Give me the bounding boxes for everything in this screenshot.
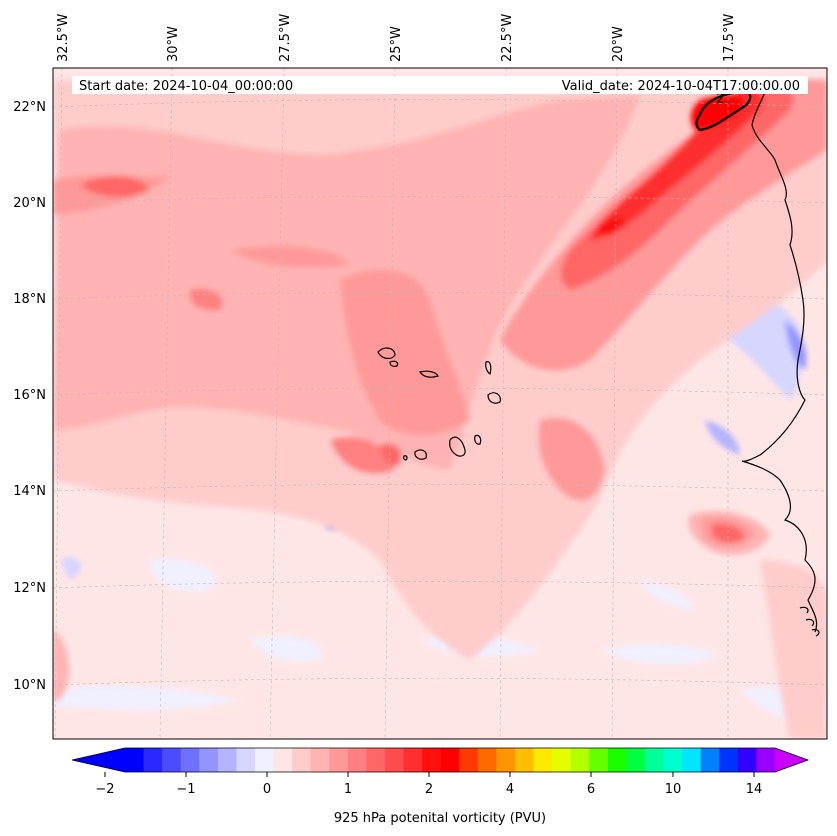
lat-label: 14°N bbox=[13, 484, 46, 499]
island-sal bbox=[485, 361, 492, 375]
colorbar-tick-label: −1 bbox=[176, 782, 195, 797]
colorbar-segment bbox=[663, 748, 683, 772]
colorbar-segment bbox=[199, 748, 219, 772]
lat-label: 10°N bbox=[13, 678, 46, 693]
island-sao-nicolau bbox=[419, 370, 439, 378]
graticule bbox=[53, 68, 827, 739]
colorbar-segment bbox=[329, 748, 349, 772]
island-boa-vista bbox=[487, 392, 501, 404]
colorbar-tick-label: 1 bbox=[344, 782, 352, 797]
colorbar-segment bbox=[552, 748, 572, 772]
colorbar-tick-label: 10 bbox=[665, 782, 682, 797]
colorbar-segment bbox=[310, 748, 330, 772]
colorbar-segment bbox=[180, 748, 200, 772]
colorbar-segment bbox=[347, 748, 368, 772]
colorbar-segment bbox=[477, 748, 498, 772]
colorbar-segment bbox=[255, 748, 275, 772]
lat-label: 16°N bbox=[13, 388, 46, 403]
colorbar-segment bbox=[422, 748, 442, 772]
colorbar-extend-low bbox=[72, 748, 125, 772]
island-sao-vicente bbox=[389, 360, 399, 367]
colorbar-segment bbox=[292, 748, 312, 772]
lat-label: 20°N bbox=[13, 196, 46, 211]
colorbar-segment bbox=[459, 748, 479, 772]
island-brava bbox=[403, 455, 408, 461]
colorbar-segment bbox=[440, 748, 460, 772]
lon-label: 20°W bbox=[611, 26, 626, 62]
colorbar-segment bbox=[589, 748, 609, 772]
colorbar-segment bbox=[143, 748, 163, 772]
colorbar-segment bbox=[236, 748, 256, 772]
lat-label: 18°N bbox=[13, 292, 46, 307]
map-panel: 2 Start date: 2024-10-04_00:00:00 Valid_… bbox=[53, 68, 827, 739]
island-fogo bbox=[414, 449, 427, 460]
colorbar-segment bbox=[719, 748, 739, 772]
vorticity-jet-band bbox=[500, 80, 827, 371]
colorbar-segment bbox=[700, 748, 720, 772]
valid-date-label: Valid_date: 2024-10-04T17:00:00.00 bbox=[562, 79, 800, 94]
colorbar-tick-label: 14 bbox=[746, 782, 763, 797]
colorbar-ticks: −2 −1 0 1 2 4 6 10 14 bbox=[95, 772, 762, 797]
colorbar-segment bbox=[756, 748, 776, 772]
colorbar-segment bbox=[645, 748, 665, 772]
africa-coastline bbox=[741, 79, 818, 633]
map-frame bbox=[52, 67, 828, 740]
colorbar-segment bbox=[533, 748, 553, 772]
colorbar-segment bbox=[626, 748, 646, 772]
colorbar-segment bbox=[385, 748, 405, 772]
colorbar-title: 925 hPa potenital vorticity (PVU) bbox=[334, 811, 546, 826]
lon-label: 30°W bbox=[166, 26, 181, 62]
colorbar-segment bbox=[366, 748, 386, 772]
colorbar-tick-label: 0 bbox=[263, 782, 271, 797]
colorbar-tick-label: 6 bbox=[587, 782, 595, 797]
colorbar-segment bbox=[162, 748, 182, 772]
date-info-bar bbox=[72, 76, 808, 94]
lat-label: 22°N bbox=[13, 100, 46, 115]
lon-label: 25°W bbox=[389, 26, 404, 62]
lon-label: 32.5°W bbox=[56, 14, 71, 62]
colorbar bbox=[71, 747, 810, 773]
longitude-labels: 32.5°W 30°W 27.5°W 25°W 22.5°W 20°W 17.5… bbox=[56, 14, 737, 62]
colorbar-segment bbox=[607, 748, 628, 772]
colorbar-segment bbox=[273, 748, 293, 772]
colorbar-extend-high bbox=[775, 748, 808, 772]
pv-contour-2: 2 bbox=[695, 90, 752, 132]
colorbar-segment bbox=[496, 748, 516, 772]
lon-label: 27.5°W bbox=[278, 14, 293, 62]
latitude-labels: 22°N 20°N 18°N 16°N 14°N 12°N 10°N bbox=[13, 100, 46, 693]
contour-label: 2 bbox=[716, 92, 724, 107]
colorbar-tick-label: 4 bbox=[506, 782, 514, 797]
island-santo-antao bbox=[377, 347, 396, 359]
colorbar-outline bbox=[71, 747, 810, 773]
island-maio bbox=[474, 434, 482, 445]
colorbar-segment bbox=[217, 748, 238, 772]
colorbar-segment bbox=[570, 748, 590, 772]
coastlines bbox=[377, 79, 820, 637]
colorbar-segment bbox=[737, 748, 758, 772]
bissagos-islands bbox=[799, 606, 820, 637]
colorbar-segment bbox=[403, 748, 423, 772]
start-date-label: Start date: 2024-10-04_00:00:00 bbox=[79, 79, 293, 94]
colorbar-segment bbox=[515, 748, 535, 772]
lon-label: 22.5°W bbox=[500, 14, 515, 62]
colorbar-segment bbox=[682, 748, 702, 772]
colorbar-segment bbox=[125, 748, 145, 772]
lon-label: 17.5°W bbox=[722, 14, 737, 62]
colorbar-tick-label: −2 bbox=[95, 782, 114, 797]
lat-label: 12°N bbox=[13, 581, 46, 596]
colorbar-tick-label: 2 bbox=[425, 782, 433, 797]
island-santiago bbox=[449, 436, 466, 457]
